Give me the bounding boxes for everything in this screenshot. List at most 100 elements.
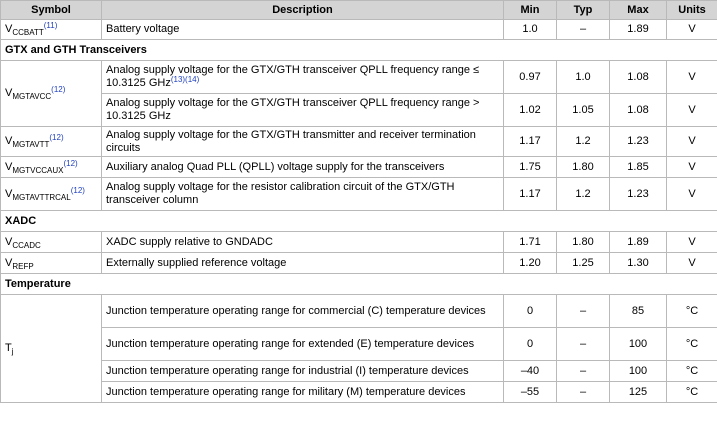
footnote-link[interactable]: (12): [63, 158, 78, 168]
min-cell: 0.97: [503, 60, 557, 94]
header-row: Symbol Description Min Typ Max Units: [0, 0, 717, 20]
units-cell: V: [666, 231, 717, 253]
max-cell: 100: [609, 360, 667, 382]
min-cell: 1.71: [503, 231, 557, 253]
header-description: Description: [101, 0, 504, 20]
typ-cell: 1.80: [556, 231, 610, 253]
symbol-cell: VMGTAVTTRCAL(12): [0, 177, 102, 211]
description-cell: Analog supply voltage for the resistor c…: [101, 177, 504, 211]
max-cell: 1.08: [609, 93, 667, 127]
table-row: VREFP Externally supplied reference volt…: [0, 252, 717, 274]
table-row: VMGTAVCC(12) Analog supply voltage for t…: [0, 60, 717, 127]
symbol-cell: VMGTVCCAUX(12): [0, 156, 102, 178]
typ-cell: –: [556, 360, 610, 382]
header-min: Min: [503, 0, 557, 20]
typ-cell: 1.25: [556, 252, 610, 274]
section-title: Temperature: [0, 273, 717, 295]
typ-cell: –: [556, 294, 610, 328]
footnote-link[interactable]: (11): [43, 21, 58, 30]
units-cell: °C: [666, 360, 717, 382]
symbol-cell: VMGTAVTT(12): [0, 126, 102, 157]
units-cell: V: [666, 177, 717, 211]
footnote-link[interactable]: (13)(14): [170, 75, 200, 84]
max-cell: 1.89: [609, 231, 667, 253]
footnote-link[interactable]: (12): [51, 85, 66, 94]
min-cell: 1.17: [503, 126, 557, 157]
units-cell: V: [666, 156, 717, 178]
table-row: VCCADC XADC supply relative to GNDADC 1.…: [0, 231, 717, 253]
section-row: XADC: [0, 210, 717, 232]
min-cell: 1.20: [503, 252, 557, 274]
header-max: Max: [609, 0, 667, 20]
max-cell: 1.23: [609, 126, 667, 157]
table-row: VMGTAVTTRCAL(12) Analog supply voltage f…: [0, 177, 717, 211]
min-cell: 0: [503, 327, 557, 361]
description-cell: Battery voltage: [101, 19, 504, 40]
typ-cell: –: [556, 327, 610, 361]
typ-cell: 1.2: [556, 177, 610, 211]
header-symbol: Symbol: [0, 0, 102, 20]
max-cell: 85: [609, 294, 667, 328]
table-row: VMGTAVTT(12) Analog supply voltage for t…: [0, 126, 717, 157]
symbol-cell: VCCBATT(11): [0, 19, 102, 40]
section-title: GTX and GTH Transceivers: [0, 39, 717, 61]
header-typ: Typ: [556, 0, 610, 20]
footnote-link[interactable]: (12): [49, 133, 64, 142]
typ-cell: –: [556, 381, 610, 403]
symbol-cell: VREFP: [0, 252, 102, 274]
typ-cell: 1.2: [556, 126, 610, 157]
description-cell: Junction temperature operating range for…: [101, 294, 504, 328]
description-cell: Junction temperature operating range for…: [101, 360, 504, 382]
symbol-cell: VMGTAVCC(12): [0, 60, 102, 127]
description-cell: Junction temperature operating range for…: [101, 381, 504, 403]
typ-cell: 1.80: [556, 156, 610, 178]
min-cell: 1.0: [503, 19, 557, 40]
max-cell: 1.08: [609, 60, 667, 94]
typ-cell: –: [556, 19, 610, 40]
min-cell: –40: [503, 360, 557, 382]
symbol-cell: VCCADC: [0, 231, 102, 253]
description-cell: Analog supply voltage for the GTX/GTH tr…: [101, 93, 504, 127]
max-cell: 1.30: [609, 252, 667, 274]
table-row: VMGTVCCAUX(12) Auxiliary analog Quad PLL…: [0, 156, 717, 178]
table-row: Junction temperature operating range for…: [1, 381, 717, 403]
min-cell: 1.17: [503, 177, 557, 211]
footnote-link[interactable]: (12): [70, 185, 85, 195]
symbol-cell: Tj: [0, 294, 102, 403]
units-cell: °C: [666, 327, 717, 361]
description-cell: Junction temperature operating range for…: [101, 327, 504, 361]
max-cell: 1.85: [609, 156, 667, 178]
min-cell: 1.75: [503, 156, 557, 178]
header-units: Units: [666, 0, 717, 20]
typ-cell: 1.0: [556, 60, 610, 94]
table-row: VCCBATT(11) Battery voltage 1.0 – 1.89 V: [0, 19, 717, 40]
units-cell: V: [666, 252, 717, 274]
min-cell: –55: [503, 381, 557, 403]
table-row: Analog supply voltage for the GTX/GTH tr…: [1, 93, 717, 127]
min-cell: 1.02: [503, 93, 557, 127]
section-row: GTX and GTH Transceivers: [0, 39, 717, 61]
description-cell: Auxiliary analog Quad PLL (QPLL) voltage…: [101, 156, 504, 178]
recommended-operating-conditions-table: Symbol Description Min Typ Max Units VCC…: [0, 0, 717, 403]
max-cell: 1.23: [609, 177, 667, 211]
typ-cell: 1.05: [556, 93, 610, 127]
units-cell: V: [666, 126, 717, 157]
units-cell: °C: [666, 381, 717, 403]
table-row: Junction temperature operating range for…: [1, 360, 717, 382]
section-title: XADC: [0, 210, 717, 232]
table-row: Tj Junction temperature operating range …: [0, 294, 717, 403]
max-cell: 125: [609, 381, 667, 403]
units-cell: °C: [666, 294, 717, 328]
max-cell: 1.89: [609, 19, 667, 40]
min-cell: 0: [503, 294, 557, 328]
max-cell: 100: [609, 327, 667, 361]
units-cell: V: [666, 93, 717, 127]
units-cell: V: [666, 19, 717, 40]
description-cell: XADC supply relative to GNDADC: [101, 231, 504, 253]
description-cell: Externally supplied reference voltage: [101, 252, 504, 274]
table-row: Junction temperature operating range for…: [1, 327, 717, 361]
section-row: Temperature: [0, 273, 717, 295]
description-cell: Analog supply voltage for the GTX/GTH tr…: [101, 126, 504, 157]
units-cell: V: [666, 60, 717, 94]
description-cell: Analog supply voltage for the GTX/GTH tr…: [101, 60, 504, 94]
